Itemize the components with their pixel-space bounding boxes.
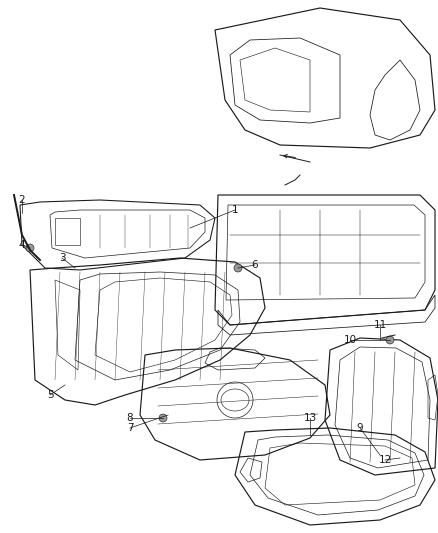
Circle shape bbox=[234, 264, 242, 272]
Circle shape bbox=[26, 244, 34, 252]
Circle shape bbox=[159, 414, 167, 422]
Text: 10: 10 bbox=[343, 335, 357, 345]
Text: 7: 7 bbox=[127, 423, 133, 433]
Text: 13: 13 bbox=[304, 413, 317, 423]
Text: 1: 1 bbox=[232, 205, 238, 215]
Text: 12: 12 bbox=[378, 455, 392, 465]
Text: 3: 3 bbox=[59, 253, 65, 263]
Text: 11: 11 bbox=[373, 320, 387, 330]
Text: 4: 4 bbox=[19, 240, 25, 250]
Text: 6: 6 bbox=[252, 260, 258, 270]
Text: 5: 5 bbox=[47, 390, 53, 400]
Text: 9: 9 bbox=[357, 423, 363, 433]
Text: 2: 2 bbox=[19, 195, 25, 205]
Circle shape bbox=[386, 336, 394, 344]
Text: 8: 8 bbox=[127, 413, 133, 423]
